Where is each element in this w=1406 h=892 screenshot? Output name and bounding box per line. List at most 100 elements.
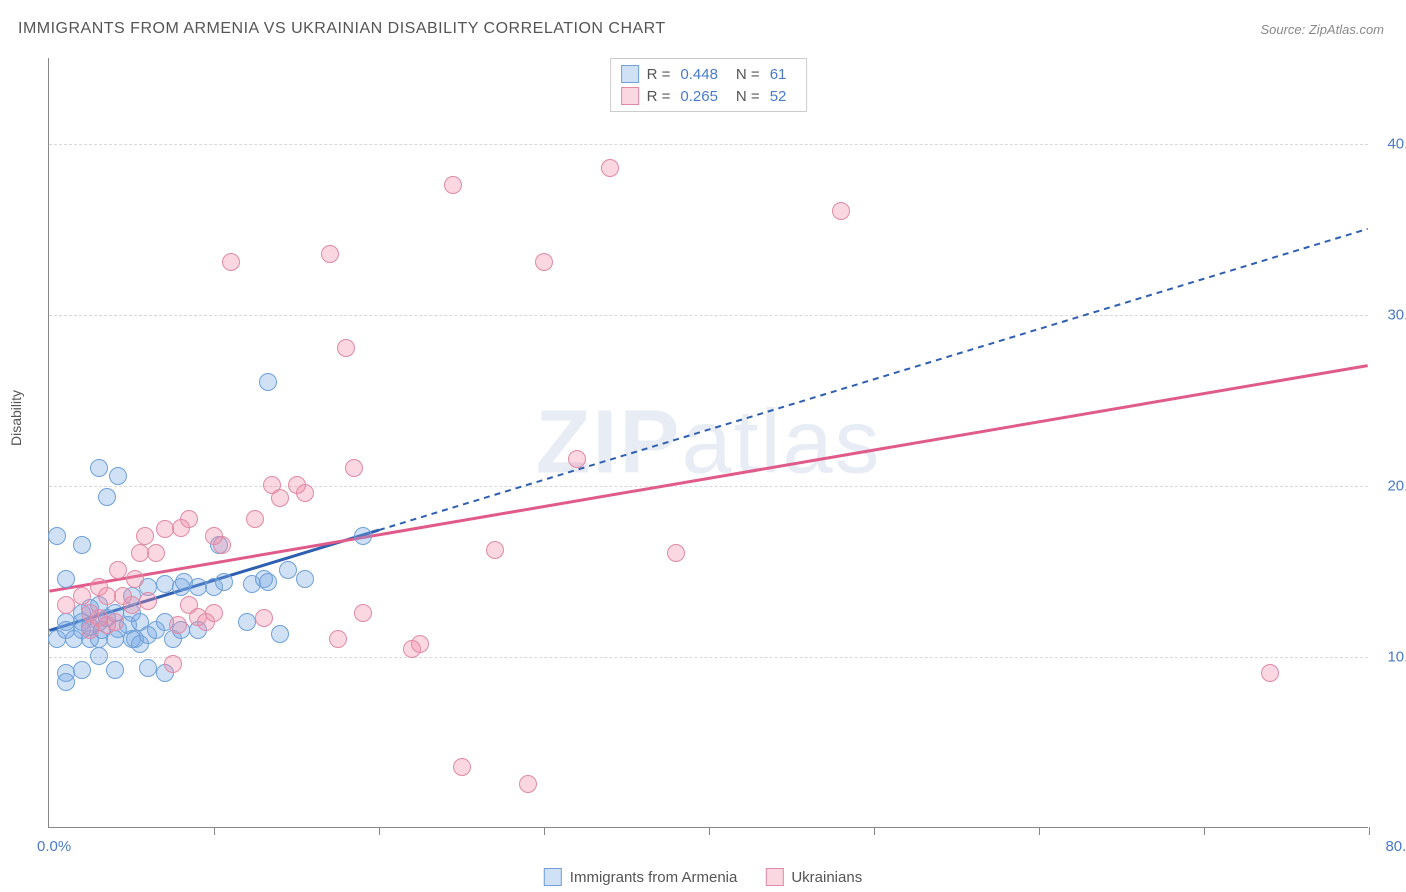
source-attribution: Source: ZipAtlas.com — [1260, 22, 1384, 37]
data-point — [48, 527, 66, 545]
y-tick-label: 20.0% — [1387, 477, 1406, 494]
legend-item-a: Immigrants from Armenia — [544, 868, 738, 886]
data-point — [169, 616, 187, 634]
x-tick — [214, 827, 215, 835]
regression-lines — [49, 58, 1368, 827]
chart-title: IMMIGRANTS FROM ARMENIA VS UKRAINIAN DIS… — [18, 20, 666, 38]
data-point — [354, 527, 372, 545]
series-b-n-value: 52 — [770, 88, 787, 105]
data-point — [238, 613, 256, 631]
data-point — [601, 159, 619, 177]
data-point — [337, 339, 355, 357]
series-a-swatch — [544, 868, 562, 886]
x-tick — [544, 827, 545, 835]
data-point — [222, 253, 240, 271]
series-b-label: Ukrainians — [791, 869, 862, 886]
series-b-swatch — [765, 868, 783, 886]
data-point — [271, 489, 289, 507]
data-point — [98, 488, 116, 506]
data-point — [131, 544, 149, 562]
data-point — [453, 758, 471, 776]
data-point — [57, 673, 75, 691]
data-point — [205, 604, 223, 622]
data-point — [109, 561, 127, 579]
data-point — [123, 596, 141, 614]
data-point — [345, 459, 363, 477]
x-axis-max-label: 80.0% — [1385, 838, 1406, 855]
plot-area: ZIPatlas 10.0%20.0%30.0%40.0% 0.0% 80.0%… — [48, 58, 1368, 828]
series-a-label: Immigrants from Armenia — [570, 869, 738, 886]
data-point — [568, 450, 586, 468]
data-point — [90, 647, 108, 665]
data-point — [213, 536, 231, 554]
r-label: R = — [647, 88, 671, 105]
data-point — [139, 592, 157, 610]
data-point — [156, 520, 174, 538]
y-tick-label: 10.0% — [1387, 648, 1406, 665]
x-axis-min-label: 0.0% — [37, 838, 71, 855]
data-point — [109, 467, 127, 485]
data-point — [296, 484, 314, 502]
series-a-n-value: 61 — [770, 66, 787, 83]
data-point — [98, 587, 116, 605]
watermark: ZIPatlas — [535, 391, 881, 494]
regression-line-solid — [49, 366, 1367, 592]
stats-legend-row-b: R = 0.265 N = 52 — [621, 85, 797, 107]
x-tick — [1039, 827, 1040, 835]
x-tick — [1204, 827, 1205, 835]
data-point — [296, 570, 314, 588]
data-point — [147, 544, 165, 562]
data-point — [57, 570, 75, 588]
data-point — [90, 459, 108, 477]
series-a-r-value: 0.448 — [680, 66, 718, 83]
data-point — [255, 609, 273, 627]
r-label: R = — [647, 66, 671, 83]
data-point — [1261, 664, 1279, 682]
x-tick — [1369, 827, 1370, 835]
data-point — [180, 510, 198, 528]
data-point — [832, 202, 850, 220]
data-point — [519, 775, 537, 793]
data-point — [73, 536, 91, 554]
data-point — [215, 573, 233, 591]
y-axis-label: Disability — [8, 390, 24, 446]
gridline — [49, 315, 1368, 316]
stats-legend: R = 0.448 N = 61 R = 0.265 N = 52 — [610, 58, 808, 112]
data-point — [535, 253, 553, 271]
data-point — [136, 527, 154, 545]
y-tick-label: 30.0% — [1387, 306, 1406, 323]
series-b-swatch — [621, 87, 639, 105]
watermark-light: atlas — [681, 392, 881, 492]
data-point — [667, 544, 685, 562]
data-point — [411, 635, 429, 653]
gridline — [49, 486, 1368, 487]
x-tick — [874, 827, 875, 835]
x-tick — [379, 827, 380, 835]
y-tick-label: 40.0% — [1387, 135, 1406, 152]
data-point — [139, 659, 157, 677]
data-point — [106, 613, 124, 631]
series-a-swatch — [621, 65, 639, 83]
data-point — [106, 661, 124, 679]
data-point — [321, 245, 339, 263]
legend-item-b: Ukrainians — [765, 868, 862, 886]
x-tick — [709, 827, 710, 835]
data-point — [73, 661, 91, 679]
series-legend: Immigrants from Armenia Ukrainians — [544, 868, 862, 886]
data-point — [164, 655, 182, 673]
n-label: N = — [736, 66, 760, 83]
stats-legend-row-a: R = 0.448 N = 61 — [621, 63, 797, 85]
data-point — [246, 510, 264, 528]
data-point — [329, 630, 347, 648]
gridline — [49, 657, 1368, 658]
data-point — [189, 578, 207, 596]
data-point — [271, 625, 289, 643]
data-point — [354, 604, 372, 622]
data-point — [444, 176, 462, 194]
n-label: N = — [736, 88, 760, 105]
gridline — [49, 144, 1368, 145]
data-point — [279, 561, 297, 579]
data-point — [73, 587, 91, 605]
watermark-bold: ZIP — [535, 392, 681, 492]
data-point — [156, 575, 174, 593]
